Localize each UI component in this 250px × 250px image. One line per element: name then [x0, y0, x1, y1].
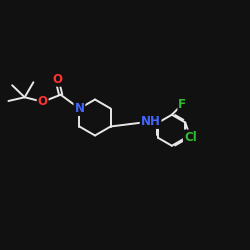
- Text: NH: NH: [141, 115, 161, 128]
- Text: F: F: [178, 98, 186, 111]
- Text: O: O: [52, 73, 62, 86]
- Text: Cl: Cl: [184, 130, 197, 143]
- Text: N: N: [74, 102, 85, 115]
- Text: O: O: [38, 95, 48, 108]
